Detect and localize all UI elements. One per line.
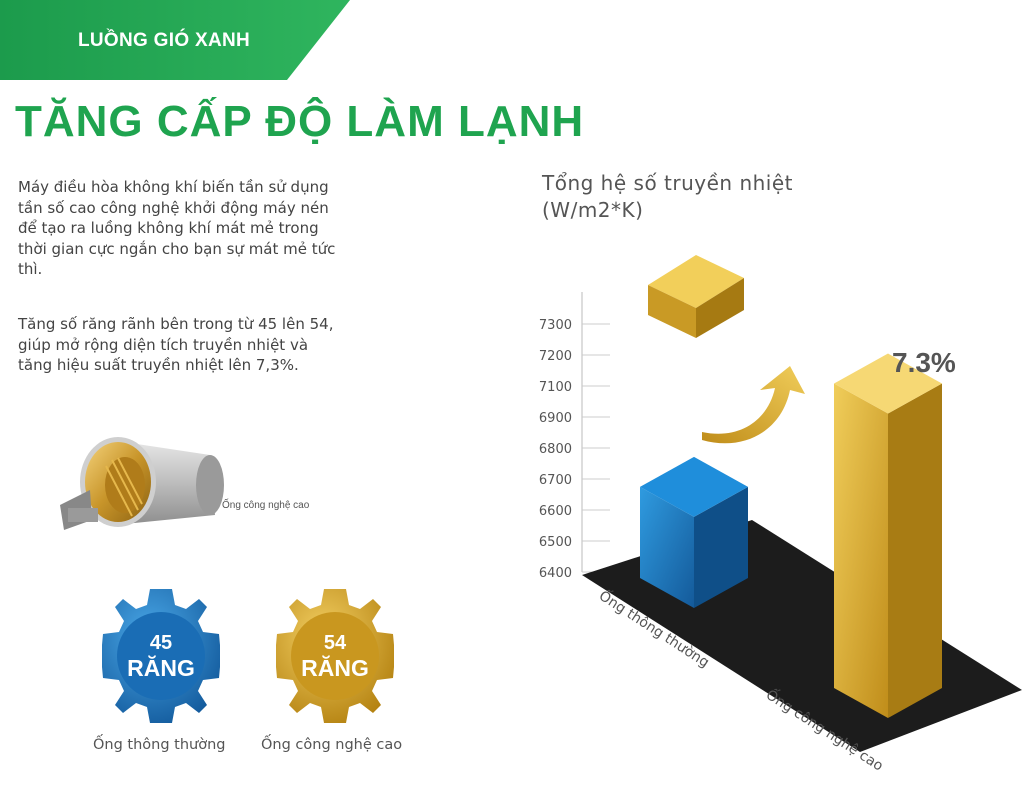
y-tick-label: 6600 (539, 504, 572, 519)
page-title: TĂNG CẤP ĐỘ LÀM LẠNH (15, 97, 585, 146)
increase-arrow-icon (702, 366, 805, 444)
y-tick-label: 6800 (539, 442, 572, 457)
intro-paragraph: Máy điều hòa không khí biến tần sử dụng … (18, 178, 336, 278)
bar-0 (640, 456, 748, 608)
y-tick-label: 6500 (539, 535, 572, 550)
bar-front-face (640, 486, 694, 608)
gear-gold-number: 54 (323, 632, 347, 654)
copper-pipe-illustration (50, 430, 230, 540)
y-tick-label: 6700 (539, 473, 572, 488)
bar-top-face (640, 456, 748, 517)
floating-cube-icon (648, 255, 744, 338)
y-tick-label: 7300 (539, 318, 572, 333)
bar-top-face (834, 353, 942, 414)
bar-side-face (694, 486, 748, 608)
y-tick-label: 7100 (539, 380, 572, 395)
chart-title: Tổng hệ số truyền nhiệt (W/m2*K) (542, 171, 794, 222)
gear-gold-caption: Ống công nghệ cao (261, 737, 403, 753)
y-tick-label: 6400 (539, 566, 572, 581)
bar-front-face (834, 383, 888, 718)
y-tick-label: 6900 (539, 411, 572, 426)
gear-gold-word: RĂNG (301, 655, 369, 681)
teeth-paragraph: Tăng số răng rãnh bên trong từ 45 lên 54… (18, 315, 334, 374)
bar-1 (834, 353, 942, 718)
y-tick-label: 7200 (539, 349, 572, 364)
gear-45-teeth: 45 RĂNG (90, 585, 232, 727)
gear-blue-word: RĂNG (127, 655, 195, 681)
section-banner (0, 0, 350, 80)
increase-percent-label: 7.3% (892, 347, 956, 378)
gear-blue-number: 45 (149, 632, 173, 654)
section-label: LUỒNG GIÓ XANH (78, 30, 251, 51)
pipe-caption: Ống công nghệ cao (222, 500, 310, 511)
gear-blue-caption: Ống thông thường (93, 737, 226, 753)
bar-side-face (888, 383, 942, 718)
gear-54-teeth: 54 RĂNG (264, 585, 406, 727)
